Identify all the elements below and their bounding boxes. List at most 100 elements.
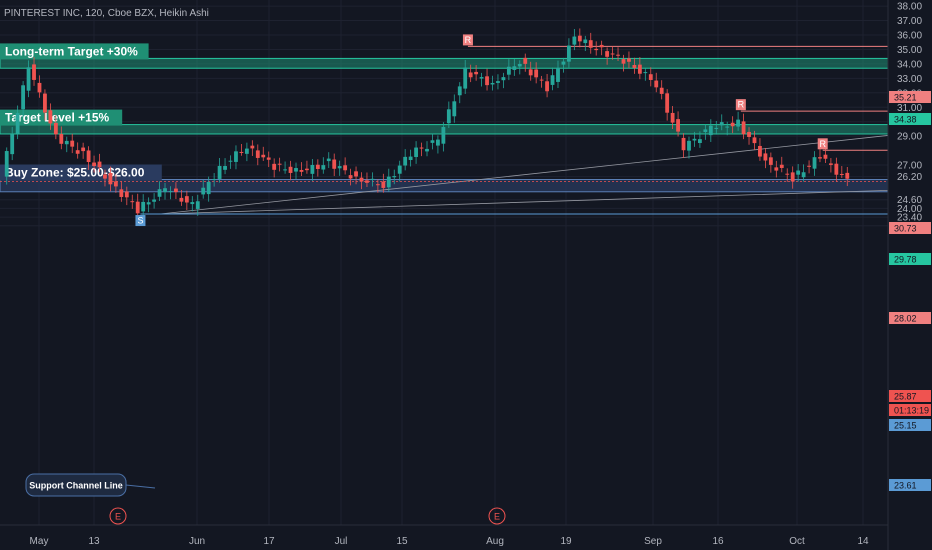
- price-label-bg: [889, 222, 931, 234]
- candle-body: [752, 137, 757, 144]
- candle-body: [381, 181, 386, 188]
- candle-body: [217, 165, 222, 179]
- zone-label-bg: [0, 164, 162, 181]
- candle-body: [659, 87, 664, 94]
- candle-body: [59, 134, 64, 144]
- candle-body: [103, 174, 107, 179]
- candle-body: [239, 151, 244, 153]
- time-tick-label: Sep: [644, 536, 662, 547]
- price-label-bg: [889, 253, 931, 265]
- candle-body: [550, 75, 555, 85]
- time-tick-label: Aug: [486, 536, 504, 547]
- candle-body: [141, 201, 146, 212]
- marker-letter: S: [137, 216, 143, 226]
- candle-body: [506, 66, 511, 75]
- candle-body: [501, 77, 506, 81]
- candle-body: [517, 63, 522, 67]
- candle-body: [490, 82, 495, 85]
- price-label: 34.38: [894, 115, 917, 125]
- candle-body: [523, 57, 528, 64]
- candle-body: [397, 165, 402, 174]
- candle-body: [414, 147, 418, 157]
- zone-label-bg: [0, 43, 149, 60]
- candle-body: [315, 164, 320, 169]
- candle-body: [528, 69, 533, 76]
- candle-body: [283, 169, 288, 171]
- candle-body: [15, 113, 20, 134]
- candle-body: [703, 129, 708, 133]
- candle-body: [272, 163, 277, 170]
- candle-body: [714, 127, 719, 129]
- candle-body: [408, 156, 413, 161]
- candle-body: [130, 201, 135, 203]
- candle-body: [697, 139, 702, 144]
- candle-body: [277, 163, 282, 165]
- candle-body: [179, 197, 184, 202]
- candle-body: [692, 138, 697, 141]
- candle-body: [168, 191, 173, 193]
- candle-body: [146, 202, 151, 205]
- price-label: 28.02: [894, 314, 917, 324]
- candle-body: [92, 162, 96, 167]
- candle-body: [441, 127, 446, 144]
- time-tick-label: 19: [560, 536, 572, 547]
- candle-body: [812, 157, 817, 169]
- candle-body: [605, 51, 610, 57]
- candle-body: [403, 156, 408, 166]
- price-tick-label: 23.40: [897, 213, 922, 224]
- time-tick-label: May: [30, 536, 49, 547]
- candle-body: [828, 163, 833, 165]
- candle-body: [796, 170, 801, 175]
- rising-trend-line: [159, 135, 889, 215]
- candle-body: [135, 201, 140, 214]
- chart-title: PINTEREST INC, 120, Cboe BZX, Heikin Ash…: [4, 8, 209, 19]
- support-marker: [135, 215, 146, 227]
- price-label-bg: [889, 419, 931, 431]
- zone-label: Buy Zone: $25.00-$26.00: [5, 166, 145, 180]
- candle-body: [616, 54, 620, 56]
- candle-body: [665, 93, 670, 113]
- annotation-text: Support Channel Line: [29, 481, 123, 491]
- candle-body: [234, 151, 238, 162]
- candle-body: [244, 148, 249, 154]
- marker-letter: R: [465, 35, 472, 45]
- price-label: 30.73: [894, 224, 917, 234]
- candle-body: [572, 36, 577, 45]
- resistance-marker: [817, 138, 828, 150]
- time-tick-label: Jul: [335, 536, 348, 547]
- candle-body: [152, 199, 157, 202]
- candle-body: [294, 168, 298, 172]
- candle-body: [337, 166, 342, 169]
- price-label-bg: [889, 479, 931, 491]
- price-label: 35.21: [894, 93, 917, 103]
- candle-body: [326, 158, 331, 162]
- time-tick-label: Oct: [789, 536, 805, 547]
- candle-body: [790, 172, 795, 182]
- candle-body: [348, 175, 353, 179]
- candle-body: [818, 157, 822, 159]
- candle-body: [370, 178, 375, 180]
- candle-body: [212, 179, 217, 181]
- candle-body: [26, 67, 31, 91]
- price-tick-label: 36.00: [897, 31, 922, 42]
- candle-body: [676, 119, 680, 132]
- lines-layer: [0, 45, 889, 215]
- price-tick-label: 29.00: [897, 132, 922, 143]
- candle-body: [566, 45, 571, 62]
- candle-body: [621, 59, 626, 64]
- time-axis[interactable]: May 13 Jun 17 Jul 15 Aug 19 Sep 16 Oct 14: [0, 524, 888, 547]
- candle-body: [556, 67, 560, 82]
- candle-body: [163, 188, 167, 193]
- candle-body: [583, 39, 588, 44]
- candle-body: [648, 74, 653, 80]
- candle-body: [654, 80, 659, 88]
- candle-body: [681, 137, 686, 151]
- price-labels-layer: 35.21 34.38 30.73 29.78 28.02 25.87 01:13:19 25…: [889, 91, 931, 491]
- candle-body: [195, 201, 200, 209]
- time-tick-label: 17: [263, 536, 275, 547]
- candle-body: [250, 145, 255, 149]
- candle-body: [75, 150, 80, 154]
- price-tick-label: 34.00: [897, 59, 922, 70]
